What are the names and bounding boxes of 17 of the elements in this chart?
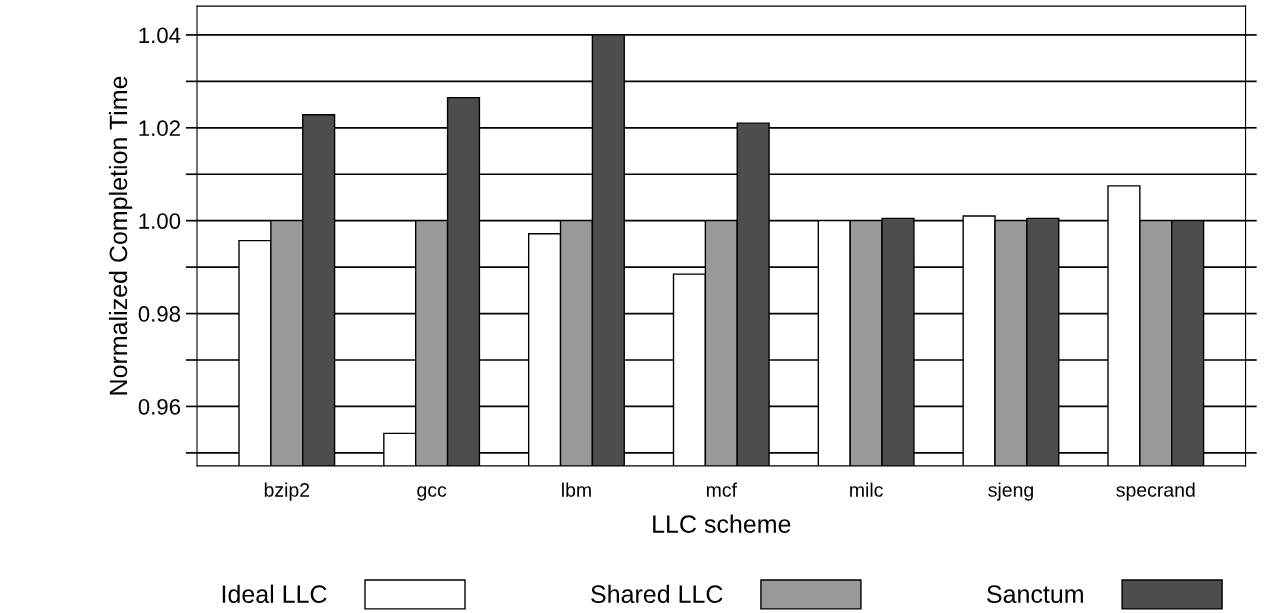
x-tick-label: specrand — [1116, 482, 1195, 501]
y-tick-label: 1.04 — [139, 27, 181, 44]
legend-label: Sanctum — [987, 585, 1083, 604]
y-axis-title: Normalized Completion Time — [108, 76, 133, 395]
legend-label: Ideal LLC — [222, 584, 327, 604]
legend-label: Shared LLC — [591, 584, 723, 604]
y-tick-label: 0.96 — [138, 398, 181, 415]
y-tick-label: 0.98 — [138, 306, 181, 322]
x-tick-label: sjeng — [988, 482, 1033, 501]
y-tick-label: 1.02 — [139, 120, 180, 137]
x-axis-title: LLC scheme — [653, 514, 791, 533]
y-tick-label: 1.00 — [139, 213, 181, 229]
x-tick-label: bzip2 — [264, 482, 310, 501]
x-tick-label: lbm — [562, 482, 591, 497]
x-tick-label: mcf — [706, 482, 737, 497]
x-tick-label: gcc — [417, 486, 447, 501]
x-tick-label: milc — [850, 482, 883, 497]
